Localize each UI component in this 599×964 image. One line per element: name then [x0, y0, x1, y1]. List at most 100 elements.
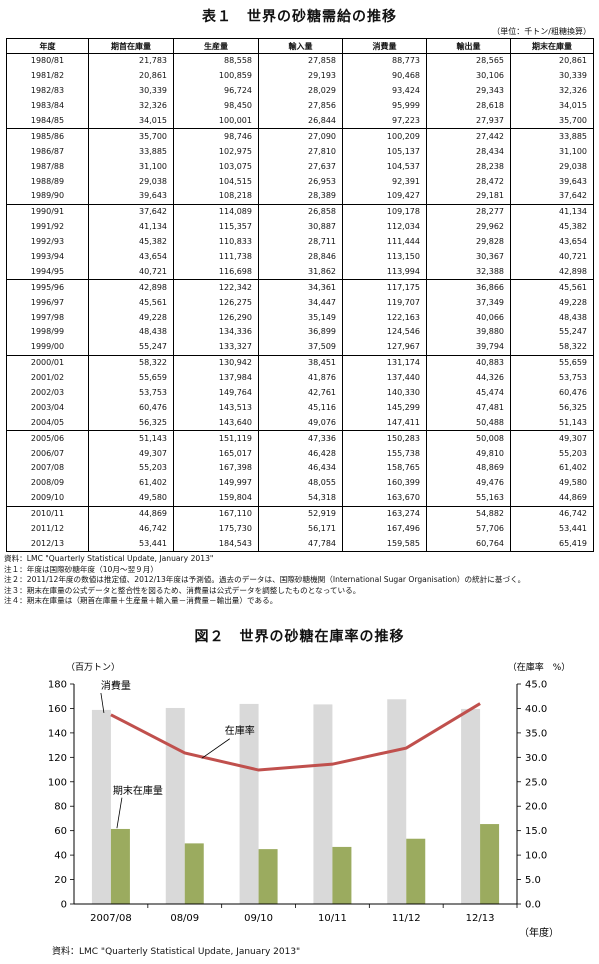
- value-cell: 93,424: [342, 83, 427, 99]
- ending-stock-bar: [258, 849, 278, 904]
- table-row: 1984/85 34,015 100,001 26,844 97,223 27,937 35…: [6, 113, 594, 129]
- table-row: 1998/99 48,438 134,336 36,899 124,546 39,880 5…: [6, 325, 594, 340]
- value-cell: 28,238: [426, 159, 511, 175]
- ending-stock-leader-line: [116, 797, 123, 829]
- right-tick-label: 35.0: [525, 728, 547, 739]
- value-cell: 47,481: [426, 400, 511, 416]
- value-cell: 151,119: [173, 430, 259, 447]
- value-cell: 88,558: [173, 52, 259, 69]
- value-cell: 41,134: [510, 203, 594, 220]
- value-cell: 38,451: [258, 354, 343, 371]
- value-cell: 28,711: [258, 234, 343, 250]
- value-cell: 27,856: [258, 98, 343, 114]
- value-cell: 39,643: [88, 189, 174, 205]
- value-cell: 40,721: [88, 264, 174, 280]
- value-cell: 110,833: [173, 234, 259, 250]
- value-cell: 21,783: [88, 52, 174, 69]
- x-tick-label: 09/10: [244, 913, 273, 924]
- value-cell: 109,178: [342, 203, 427, 220]
- sugar-supply-demand-table: 年度 期首在庫量 生産量 輸入量 消費量 輸出量 期末在庫量 1980/81 21,783 88…: [6, 38, 594, 553]
- ending-stock-bar: [184, 843, 204, 904]
- value-cell: 111,738: [173, 249, 259, 265]
- value-cell: 149,997: [173, 475, 259, 491]
- value-cell: 40,721: [510, 249, 594, 265]
- value-cell: 45,382: [510, 219, 594, 235]
- consumption-bar: [313, 704, 333, 904]
- ending-stock-annotation: 期末在庫量: [113, 784, 163, 797]
- right-tick-label: 30.0: [525, 753, 547, 764]
- value-cell: 163,670: [342, 490, 427, 507]
- value-cell: 60,764: [426, 536, 511, 553]
- value-cell: 56,325: [88, 415, 174, 431]
- value-cell: 55,203: [510, 446, 594, 462]
- stock-ratio-annotation: 在庫率: [225, 724, 255, 737]
- value-cell: 167,496: [342, 521, 427, 537]
- value-cell: 175,730: [173, 521, 259, 537]
- left-tick-label: 160: [48, 704, 67, 715]
- column-header: 消費量: [342, 38, 427, 54]
- value-cell: 113,994: [342, 264, 427, 280]
- left-tick-label: 100: [48, 777, 67, 788]
- year-cell: 1986/87: [6, 144, 89, 160]
- x-tick-label: 2007/08: [90, 913, 132, 924]
- value-cell: 126,275: [173, 295, 259, 311]
- value-cell: 56,171: [258, 521, 343, 537]
- note-source: 資料：LMC "Quarterly Statistical Update, Ja…: [4, 554, 214, 563]
- year-cell: 2010/11: [6, 505, 89, 522]
- table-row: 1990/91 37,642 114,089 26,858 109,178 28,277 4…: [6, 203, 594, 220]
- value-cell: 35,149: [258, 310, 343, 326]
- left-tick-label: 180: [48, 680, 67, 691]
- value-cell: 108,218: [173, 189, 259, 205]
- value-cell: 44,326: [426, 370, 511, 386]
- value-cell: 40,066: [426, 310, 511, 326]
- table-row: 2012/13 53,441 184,543 47,784 159,585 60,764 6…: [6, 536, 594, 553]
- value-cell: 56,325: [510, 400, 594, 416]
- table-row: 1988/89 29,038 104,515 26,953 92,391 28,472 39…: [6, 174, 594, 190]
- right-tick-label: 5.0: [525, 875, 541, 886]
- year-cell: 1994/95: [6, 264, 89, 280]
- value-cell: 46,742: [510, 505, 594, 522]
- value-cell: 42,898: [510, 264, 594, 280]
- value-cell: 20,861: [510, 52, 594, 69]
- value-cell: 45,382: [88, 234, 174, 250]
- value-cell: 46,742: [88, 521, 174, 537]
- right-tick-label: 20.0: [525, 802, 547, 813]
- value-cell: 27,858: [258, 52, 343, 69]
- year-cell: 2005/06: [6, 430, 89, 447]
- value-cell: 28,434: [426, 144, 511, 160]
- value-cell: 49,580: [510, 475, 594, 491]
- value-cell: 31,100: [88, 159, 174, 175]
- value-cell: 124,546: [342, 325, 427, 340]
- table-row: 1991/92 41,134 115,357 30,887 112,034 29,962 4…: [6, 219, 594, 235]
- value-cell: 147,411: [342, 415, 427, 431]
- year-cell: 1987/88: [6, 159, 89, 175]
- year-cell: 2007/08: [6, 461, 89, 476]
- value-cell: 30,339: [510, 68, 594, 84]
- value-cell: 46,434: [258, 461, 343, 476]
- value-cell: 35,700: [88, 128, 174, 145]
- table-row: 1982/83 30,339 96,724 28,029 93,424 29,343 32,…: [6, 83, 594, 99]
- value-cell: 27,442: [426, 128, 511, 145]
- value-cell: 103,075: [173, 159, 259, 175]
- value-cell: 55,659: [510, 354, 594, 371]
- table-row: 1996/97 45,561 126,275 34,447 119,707 37,349 4…: [6, 295, 594, 311]
- value-cell: 30,106: [426, 68, 511, 84]
- value-cell: 53,441: [510, 521, 594, 537]
- value-cell: 52,919: [258, 505, 343, 522]
- value-cell: 31,862: [258, 264, 343, 280]
- year-cell: 1997/98: [6, 310, 89, 326]
- note-3: 注３：期末在庫量の公式データと整合性を図るため、消費量は公式データを調整したもの…: [4, 585, 361, 595]
- value-cell: 57,706: [426, 521, 511, 537]
- value-cell: 45,561: [510, 279, 594, 296]
- table-row: 1987/88 31,100 103,075 27,637 104,537 28,238 2…: [6, 159, 594, 175]
- value-cell: 28,029: [258, 83, 343, 99]
- left-tick-label: 20: [54, 875, 67, 886]
- year-cell: 1999/00: [6, 339, 89, 356]
- value-cell: 36,899: [258, 325, 343, 340]
- value-cell: 109,427: [342, 189, 427, 205]
- value-cell: 150,283: [342, 430, 427, 447]
- value-cell: 96,724: [173, 83, 259, 99]
- value-cell: 32,326: [510, 83, 594, 99]
- year-cell: 2006/07: [6, 446, 89, 462]
- table-row: 1993/94 43,654 111,738 28,846 113,150 30,367 4…: [6, 249, 594, 265]
